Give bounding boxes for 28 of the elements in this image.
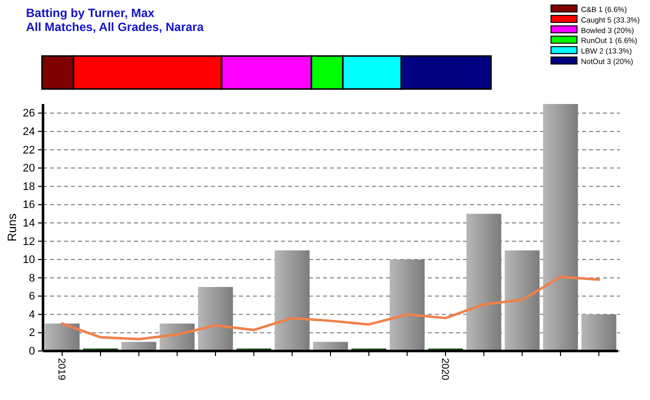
y-tick-label: 2 [28, 327, 35, 340]
chart-subtitle: All Matches, All Grades, Narara [26, 20, 204, 34]
bar [44, 324, 80, 351]
y-tick-label: 24 [22, 126, 35, 138]
bar [466, 214, 502, 351]
y-tick-label: 6 [28, 290, 35, 303]
y-tick-label: 20 [22, 162, 35, 175]
y-tick-label: 14 [22, 217, 35, 230]
bar [581, 314, 616, 351]
bar [504, 250, 540, 351]
y-tick-label: 22 [22, 144, 35, 156]
y-tick-label: 4 [28, 308, 35, 321]
y-tick-label: 18 [22, 180, 35, 193]
line-series [60, 276, 600, 340]
y-tick-label: 16 [22, 199, 35, 212]
bar [543, 104, 578, 351]
y-tick-label: 12 [22, 236, 35, 248]
bar [390, 260, 425, 351]
bar [274, 250, 310, 351]
x-tick-label: 2020 [439, 358, 450, 381]
y-axis-title: Runs [5, 213, 19, 242]
y-tick-label: 8 [28, 272, 35, 284]
y-tick-label: 0 [28, 346, 35, 358]
chart-title: Batting by Turner, Max [26, 6, 155, 20]
y-tick-label: 10 [22, 254, 35, 266]
y-tick-label: 26 [22, 108, 35, 120]
x-tick-label: 2019 [56, 358, 67, 381]
bar [198, 286, 233, 351]
